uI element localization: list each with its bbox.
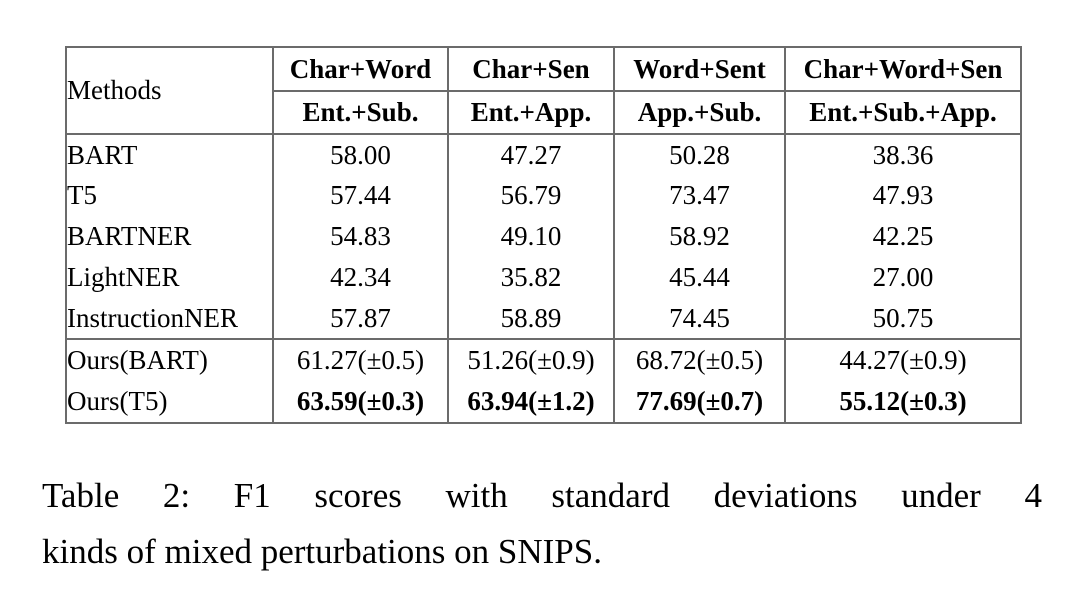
table-row: LightNER 42.34 35.82 45.44 27.00 (66, 257, 1021, 298)
value-cell: 57.87 (272, 298, 448, 339)
perturbation-header: Ent.+Sub.+App. (784, 91, 1021, 135)
value-cell: 68.72(±0.5) (613, 338, 785, 381)
method-cell: InstructionNER (67, 302, 238, 333)
value-cell: 50.28 (613, 134, 785, 175)
value-cell: 42.34 (272, 257, 448, 298)
caption-line-2: kinds of mixed perturbations on SNIPS. (42, 532, 602, 571)
method-cell: Ours(BART) (66, 338, 273, 381)
table-row: Ours(BART) 61.27(±0.5) 51.26(±0.9) 68.72… (66, 338, 1021, 381)
value-cell: 50.75 (784, 298, 1021, 339)
method-cell: BART (67, 139, 138, 170)
value-cell: 77.69(±0.7) (613, 381, 785, 423)
value-cell: 74.45 (613, 298, 785, 339)
header-row-groups: Methods Char+Word Char+Sen Word+Sent Cha… (66, 47, 1021, 135)
value-cell: 56.79 (447, 175, 614, 216)
col-group-header: Word+Sent (613, 47, 785, 92)
value-cell: 44.27(±0.9) (784, 338, 1021, 381)
value-cell: 51.26(±0.9) (447, 338, 614, 381)
method-cell: LightNER (67, 262, 180, 292)
value-cell: 49.10 (447, 216, 614, 257)
value-cell: 47.93 (784, 175, 1021, 216)
table-row: Ours(T5) 63.59(±0.3) 63.94(±1.2) 77.69(±… (66, 381, 1021, 423)
method-cell: Ours(T5) (67, 386, 168, 416)
col-group-header: Char+Word (272, 47, 448, 92)
header-row-perturbations: Ent.+Sub. Ent.+App. App.+Sub. Ent.+Sub.+… (66, 91, 1021, 135)
col-group-header: Char+Sen (447, 47, 614, 92)
value-cell: 73.47 (613, 175, 785, 216)
table-row: BART 58.00 47.27 50.28 38.36 (66, 134, 1021, 175)
perturbation-header: Ent.+Sub. (272, 91, 448, 135)
value-cell: 58.00 (272, 134, 448, 175)
value-cell: 42.25 (784, 216, 1021, 257)
value-cell: 58.89 (447, 298, 614, 339)
value-cell: 61.27(±0.5) (272, 338, 448, 381)
value-cell: 54.83 (272, 216, 448, 257)
col-group-header: Char+Word+Sen (784, 47, 1021, 92)
caption-line-1: Table 2: F1 scores with standard deviati… (42, 476, 1042, 515)
value-cell: 27.00 (784, 257, 1021, 298)
value-cell: 47.27 (447, 134, 614, 175)
value-cell: 38.36 (784, 134, 1021, 175)
value-cell: 63.59(±0.3) (272, 381, 448, 423)
value-cell: 57.44 (272, 175, 448, 216)
value-cell: 35.82 (447, 257, 614, 298)
perturbation-header: Ent.+App. (447, 91, 614, 135)
table-row: T5 57.44 56.79 73.47 47.93 (66, 175, 1021, 216)
perturbation-header: App.+Sub. (613, 91, 785, 135)
method-cell: BARTNER (67, 221, 192, 251)
method-cell: T5 (67, 180, 97, 210)
results-table: Methods Char+Word Char+Sen Word+Sent Cha… (65, 46, 1022, 424)
table-caption: Table 2: F1 scores with standard deviati… (42, 468, 1042, 580)
value-cell: 58.92 (613, 216, 785, 257)
value-cell: 45.44 (613, 257, 785, 298)
value-cell: 63.94(±1.2) (447, 381, 614, 423)
table-row: BARTNER 54.83 49.10 58.92 42.25 (66, 216, 1021, 257)
methods-header-cell: Methods (66, 47, 274, 135)
value-cell: 55.12(±0.3) (784, 381, 1021, 423)
results-table-container: Methods Char+Word Char+Sen Word+Sent Cha… (65, 46, 1022, 424)
table-row: InstructionNER 57.87 58.89 74.45 50.75 (66, 298, 1021, 339)
